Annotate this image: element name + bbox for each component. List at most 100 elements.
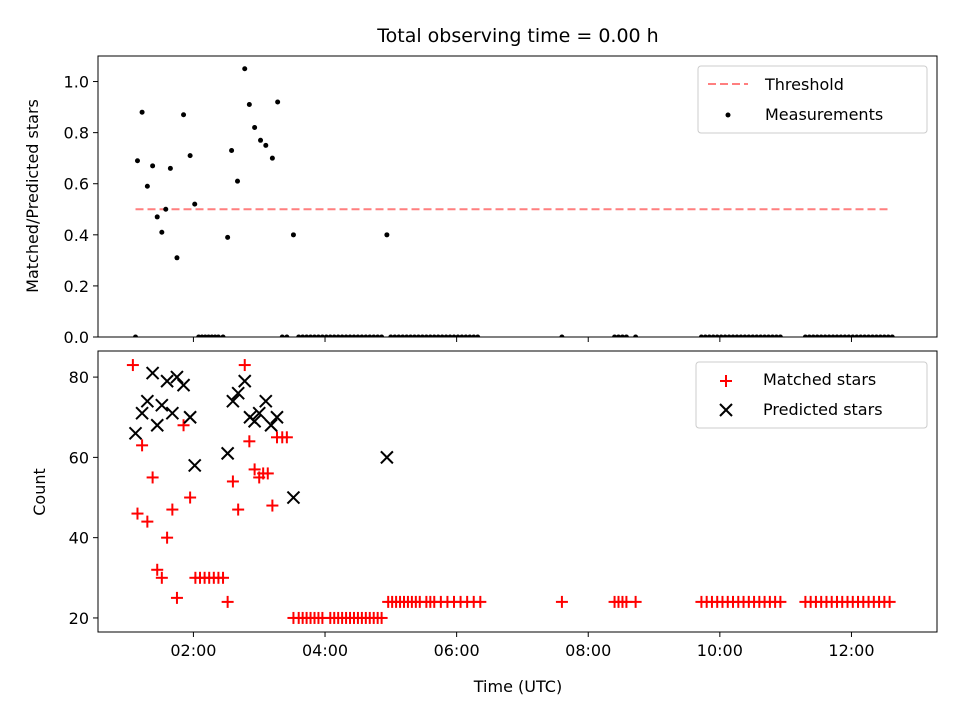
- measurements-point: [463, 334, 469, 337]
- measurements-point: [846, 334, 852, 337]
- bottom-y-tick-label: 20: [69, 609, 89, 628]
- measurements-point: [343, 334, 349, 337]
- measurements-point: [889, 334, 895, 337]
- measurements-point: [443, 334, 449, 337]
- bottom-legend-box: [695, 361, 928, 429]
- measurements-point: [150, 163, 156, 169]
- measurements-point: [439, 334, 445, 337]
- matched-stars-point: [151, 563, 164, 576]
- measurements-point: [750, 334, 756, 337]
- x-tick-label: 02:00: [170, 641, 216, 660]
- measurements-point: [427, 334, 433, 337]
- measurements-point: [296, 334, 302, 337]
- matched-stars-point: [474, 595, 487, 608]
- predicted-stars-point: [252, 406, 266, 420]
- measurements-point: [459, 334, 465, 337]
- predicted-stars-point: [264, 418, 278, 432]
- measurements-point: [339, 334, 345, 337]
- bottom-axes-frame: [97, 350, 938, 633]
- predicted-stars-point: [150, 418, 164, 432]
- bottom-y-axis-label: Count: [30, 468, 49, 516]
- matched-stars-point: [261, 467, 274, 480]
- top-legend-box: [697, 65, 928, 134]
- measurements-point: [447, 334, 453, 337]
- predicted-stars-point: [160, 374, 174, 388]
- predicted-stars-point: [170, 370, 184, 384]
- matched-stars-point: [141, 515, 154, 528]
- measurements-point: [392, 334, 398, 337]
- predicted-stars-point: [259, 394, 273, 408]
- measurements-point: [471, 334, 477, 337]
- top-y-tick-label: 0.2: [64, 277, 89, 296]
- predicted-stars-point: [183, 410, 197, 424]
- measurements-point: [192, 201, 198, 207]
- matched-stars-point: [555, 595, 568, 608]
- measurements-point: [862, 334, 868, 337]
- predicted-stars-point: [286, 490, 301, 505]
- measurements-point: [229, 148, 235, 154]
- matched-stars-point: [131, 507, 144, 520]
- predicted-stars-point: [155, 398, 169, 412]
- measurements-point: [375, 334, 381, 337]
- matched-stars-point: [232, 503, 245, 516]
- measurements-point: [830, 334, 836, 337]
- x-tick-label: 06:00: [434, 641, 480, 660]
- predicted-stars-point: [238, 374, 252, 388]
- legend-threshold-label: Threshold: [764, 75, 844, 94]
- top-y-tick-label: 0.4: [64, 226, 89, 245]
- bottom-plot-area: [126, 359, 896, 624]
- top-y-tick-label: 1.0: [64, 73, 89, 92]
- matched-stars-point: [238, 359, 251, 372]
- measurements-point: [623, 334, 629, 337]
- measurements-point: [475, 334, 481, 337]
- measurements-point: [726, 334, 732, 337]
- top-y-tick-label: 0.8: [64, 124, 89, 143]
- matched-stars-point: [146, 471, 159, 484]
- chart-title: Total observing time = 0.00 h: [376, 25, 658, 47]
- matched-stars-point: [248, 463, 261, 476]
- x-tick-label: 10:00: [697, 641, 743, 660]
- predicted-stars-point: [135, 406, 149, 420]
- measurements-point: [263, 142, 269, 148]
- measurements-point: [877, 334, 883, 337]
- measurements-point: [327, 334, 333, 337]
- top-axes-frame: [97, 55, 938, 338]
- measurements-point: [818, 334, 824, 337]
- measurements-point: [873, 334, 879, 337]
- measurements-point: [758, 334, 764, 337]
- measurements-point: [633, 334, 639, 337]
- legend-predicted-swatch: [719, 403, 733, 417]
- measurements-point: [746, 334, 752, 337]
- measurements-point: [355, 334, 361, 337]
- measurements-point: [300, 334, 306, 337]
- matched-stars-point: [883, 595, 896, 608]
- top-y-tick-label: 0.0: [64, 328, 89, 347]
- measurements-point: [777, 334, 783, 337]
- matched-stars-point: [177, 419, 190, 432]
- legend-measurements-label: Measurements: [765, 105, 883, 124]
- predicted-stars-point: [176, 378, 191, 392]
- predicted-stars-point: [188, 458, 202, 473]
- measurements-point: [834, 334, 840, 337]
- measurements-point: [187, 153, 193, 159]
- measurements-point: [612, 334, 618, 337]
- measurements-point: [139, 109, 145, 115]
- measurements-point: [258, 137, 264, 143]
- top-y-axis-label: Matched/Predicted stars: [23, 99, 42, 293]
- matched-stars-point: [243, 435, 256, 448]
- matched-stars-point: [217, 571, 230, 584]
- measurements-point: [423, 334, 429, 337]
- measurements-point: [304, 334, 310, 337]
- measurements-point: [702, 334, 708, 337]
- measurements-point: [467, 334, 473, 337]
- predicted-stars-point: [145, 366, 160, 380]
- measurements-point: [252, 125, 258, 131]
- measurements-point: [769, 334, 775, 337]
- measurements-point: [415, 334, 421, 337]
- measurements-point: [814, 334, 820, 337]
- measurements-point: [235, 178, 241, 184]
- measurements-point: [854, 334, 860, 337]
- top-legend: Threshold Measurements: [697, 65, 928, 134]
- measurements-point: [838, 334, 844, 337]
- measurements-point: [714, 334, 720, 337]
